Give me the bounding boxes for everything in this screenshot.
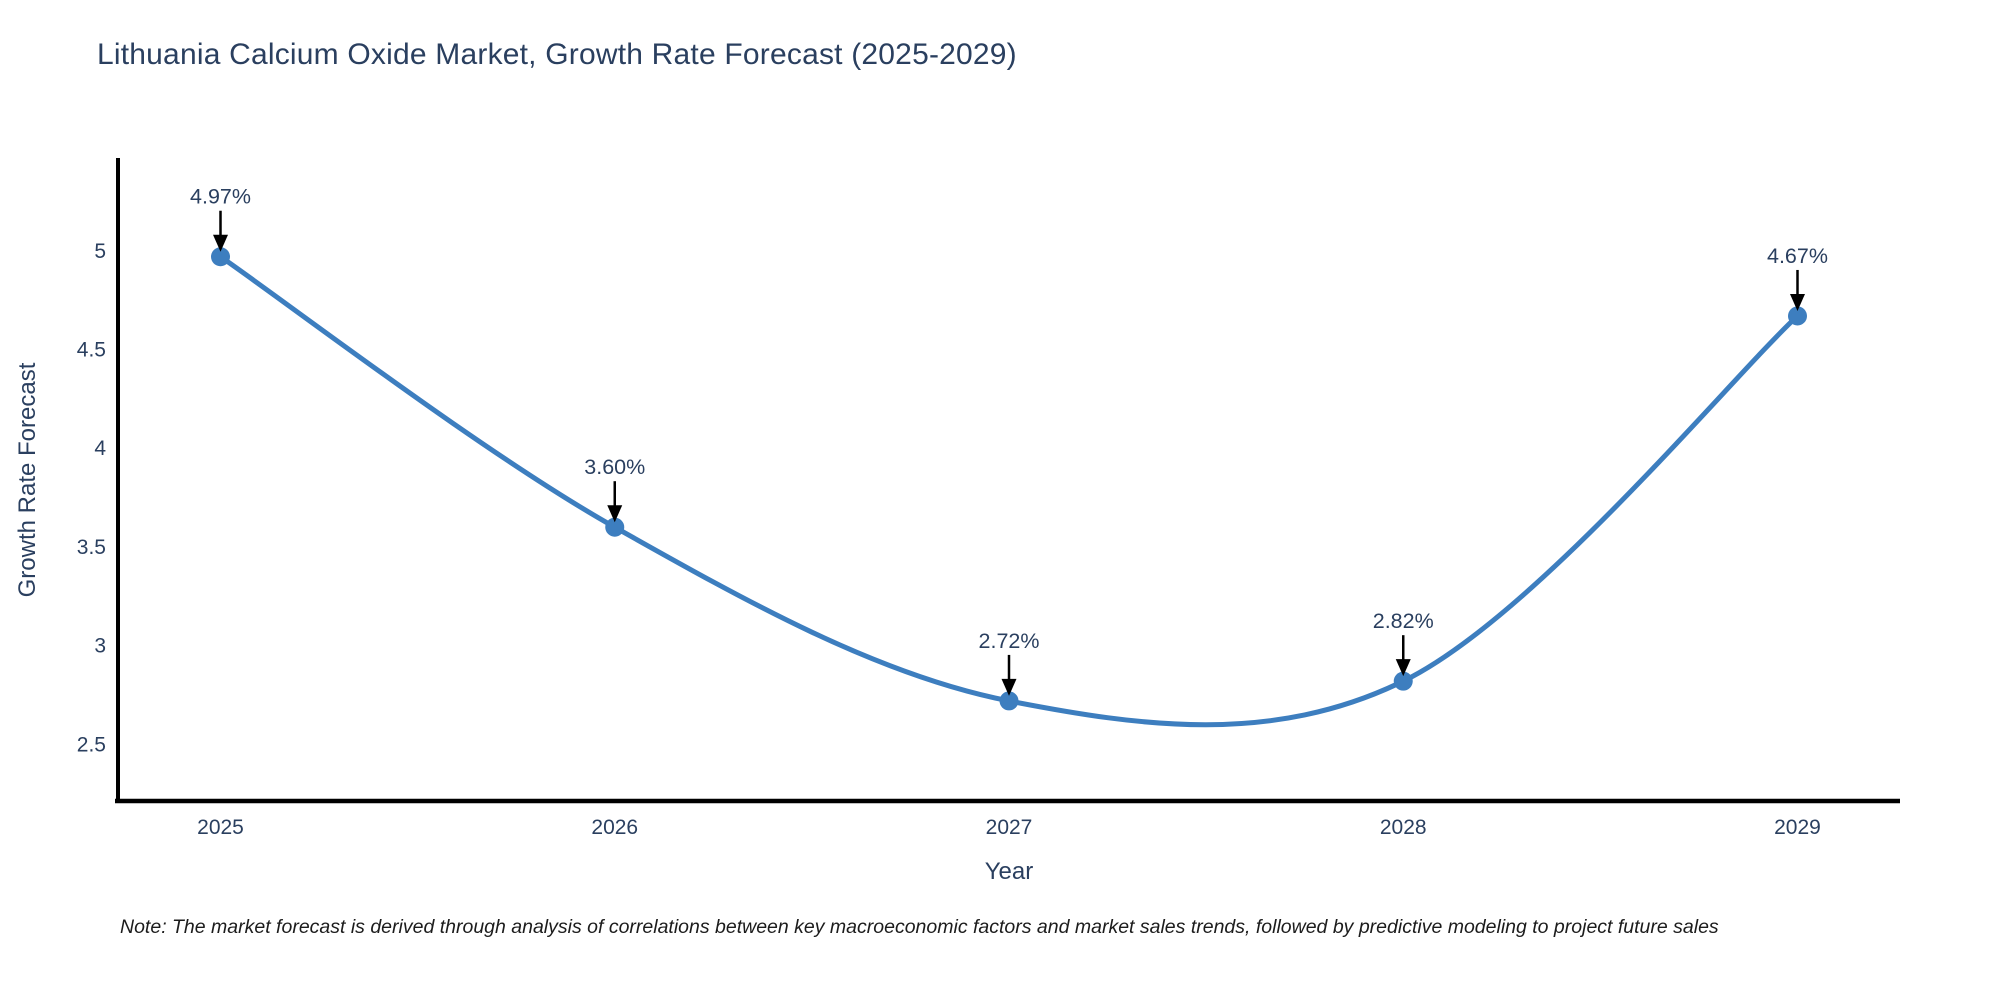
y-tick-label: 4 (94, 437, 106, 460)
data-point (1393, 671, 1413, 691)
y-tick-label: 3 (94, 635, 106, 658)
x-tick-label: 2026 (591, 816, 638, 839)
point-label: 2.82% (1373, 609, 1434, 633)
x-tick-label: 2027 (986, 816, 1033, 839)
data-point (999, 691, 1019, 711)
point-annotation: 4.97% (190, 185, 251, 252)
point-label: 4.67% (1767, 244, 1828, 268)
annotation-arrowhead (1001, 678, 1017, 696)
data-point (211, 247, 231, 267)
annotation-arrowhead (607, 505, 623, 523)
y-tick-label: 4.5 (77, 339, 106, 362)
series-growth-rate (211, 247, 1807, 728)
point-annotation: 2.72% (979, 629, 1040, 696)
point-label: 4.97% (190, 185, 251, 209)
y-tick-label: 3.5 (77, 536, 106, 559)
point-annotation: 3.60% (584, 455, 645, 523)
x-tick-label: 2029 (1774, 816, 1821, 839)
axes: 2.5 3 3.5 4 4.5 5 2025 2026 2027 2028 2029 (77, 158, 1900, 839)
x-tick-label: 2028 (1380, 816, 1427, 839)
chart-title: Lithuania Calcium Oxide Market, Growth R… (97, 38, 1017, 71)
point-annotation: 4.67% (1767, 244, 1828, 311)
annotation-arrowhead (213, 234, 229, 252)
y-tick-label: 2.5 (77, 733, 106, 756)
series-line (218, 254, 1800, 728)
annotation-arrowhead (1789, 293, 1805, 311)
point-label: 3.60% (584, 455, 645, 479)
x-tick-label: 2025 (197, 816, 244, 839)
y-axis-title: Growth Rate Forecast (14, 362, 41, 598)
y-tick-label: 5 (94, 240, 106, 263)
annotation-arrowhead (1395, 659, 1411, 677)
point-label: 2.72% (979, 629, 1040, 653)
data-point (1787, 306, 1807, 326)
point-annotation: 2.82% (1373, 609, 1434, 677)
footnote: Note: The market forecast is derived thr… (120, 916, 1719, 938)
x-axis-title: Year (984, 858, 1034, 885)
data-point (605, 517, 625, 537)
